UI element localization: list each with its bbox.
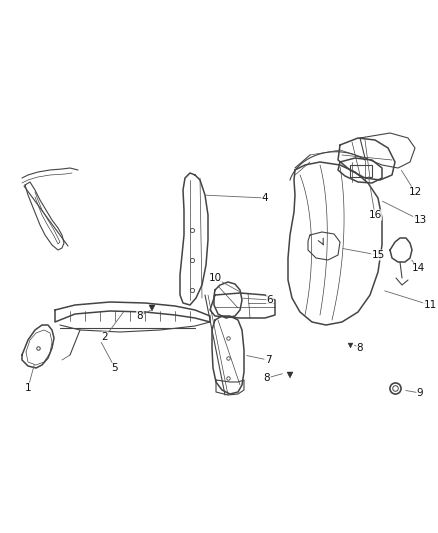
Text: 13: 13 (413, 215, 427, 225)
Text: 1: 1 (25, 383, 31, 393)
Text: 8: 8 (264, 373, 270, 383)
Bar (350, 165, 372, 177)
Text: 9: 9 (417, 388, 423, 398)
Text: 4: 4 (261, 193, 268, 203)
Text: 7: 7 (265, 355, 271, 365)
Text: 10: 10 (208, 273, 222, 283)
Text: 8: 8 (137, 311, 143, 321)
Text: 11: 11 (424, 300, 437, 310)
Text: 16: 16 (368, 210, 381, 220)
Text: 12: 12 (408, 187, 422, 197)
Text: 5: 5 (112, 363, 118, 373)
Text: 15: 15 (371, 250, 385, 260)
Text: 14: 14 (411, 263, 424, 273)
Text: 2: 2 (102, 332, 108, 342)
Text: 6: 6 (267, 295, 273, 305)
Text: 8: 8 (357, 343, 363, 353)
